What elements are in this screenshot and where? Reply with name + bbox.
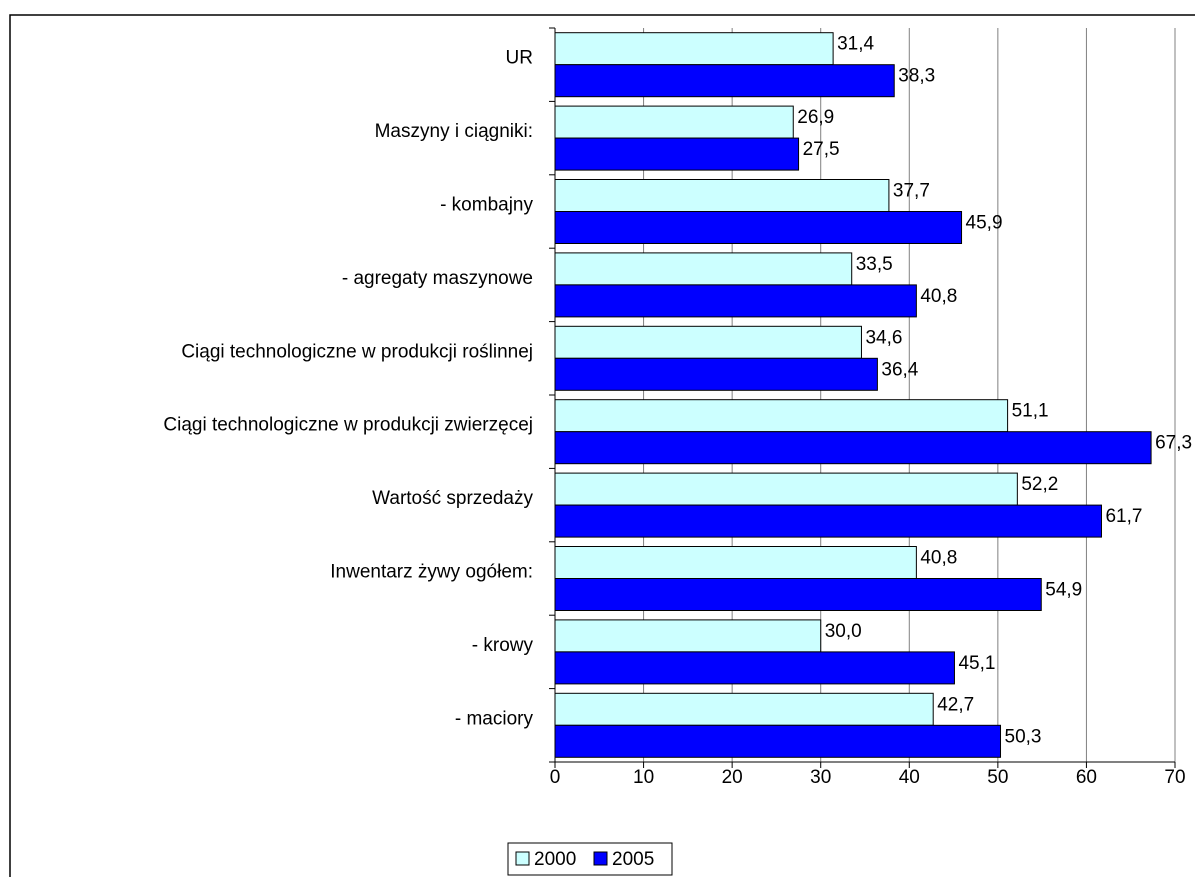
bar: [554, 692, 934, 726]
bar: [554, 504, 1102, 538]
value-label: 37,7: [893, 181, 930, 202]
value-label: 40,8: [920, 286, 957, 307]
bar: [554, 64, 895, 98]
value-label: 33,5: [856, 254, 893, 275]
y-tick-label: UR: [506, 48, 533, 69]
y-tick-label: Ciągi technologiczne w produkcji roślinn…: [181, 341, 533, 362]
x-tick-label: 0: [550, 767, 561, 788]
bar: [554, 325, 862, 359]
x-tick-label: 10: [633, 767, 654, 788]
x-tick-label: 50: [987, 767, 1008, 788]
y-tick-label: - krowy: [472, 635, 534, 656]
bar: [554, 211, 963, 244]
bar: [554, 472, 1018, 506]
value-label: 45,9: [966, 213, 1003, 234]
bar: [554, 284, 917, 318]
value-label: 36,4: [881, 359, 918, 380]
bar: [554, 137, 800, 171]
value-label: 40,8: [920, 548, 957, 569]
value-label: 67,3: [1155, 433, 1192, 454]
legend-label: 2005: [612, 849, 654, 870]
bar: [554, 32, 834, 66]
bar: [554, 252, 853, 286]
bar: [554, 619, 822, 653]
y-tick-label: - agregaty maszynowe: [342, 268, 533, 289]
bar: [554, 724, 1002, 758]
x-tick-label: 40: [899, 767, 920, 788]
bar: [554, 651, 955, 685]
value-label: 42,7: [937, 694, 974, 715]
value-label: 34,6: [865, 327, 902, 348]
value-label: 31,4: [837, 34, 874, 55]
value-label: 30,0: [825, 621, 862, 642]
y-tick-label: - kombajny: [440, 195, 533, 216]
value-label: 50,3: [1005, 726, 1042, 747]
bar: [554, 578, 1042, 611]
bar: [554, 179, 890, 212]
value-label: 26,9: [797, 107, 834, 128]
x-tick-label: 30: [810, 767, 831, 788]
y-tick-label: Ciągi technologiczne w produkcji zwierzę…: [163, 415, 533, 436]
value-label: 54,9: [1045, 580, 1082, 601]
value-label: 45,1: [958, 653, 995, 674]
value-label: 51,1: [1012, 401, 1049, 422]
x-tick-label: 60: [1076, 767, 1097, 788]
bar: [554, 105, 794, 139]
value-label: 27,5: [803, 139, 840, 160]
value-label: 38,3: [898, 66, 935, 87]
legend-swatch: [593, 851, 608, 866]
y-tick-label: Inwentarz żywy ogółem:: [330, 562, 533, 583]
y-tick-label: Wartość sprzedaży: [372, 488, 533, 509]
x-tick-label: 70: [1164, 767, 1185, 788]
legend-swatch: [515, 851, 530, 866]
value-label: 61,7: [1105, 506, 1142, 527]
legend-box: [507, 842, 673, 876]
value-label: 52,2: [1021, 474, 1058, 495]
y-tick-label: - maciory: [455, 708, 534, 729]
bar: [554, 399, 1009, 433]
legend-label: 2000: [534, 849, 576, 870]
y-tick-label: Maszyny i ciągniki:: [375, 121, 533, 142]
bar: [554, 357, 878, 391]
bar: [554, 431, 1152, 465]
bar: [554, 546, 917, 579]
x-tick-label: 20: [722, 767, 743, 788]
